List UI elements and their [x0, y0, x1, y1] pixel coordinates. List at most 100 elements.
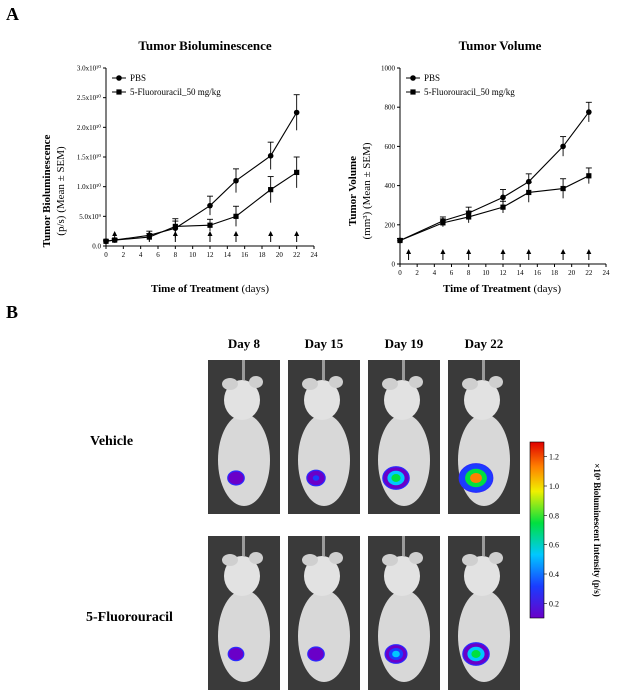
signal-core — [392, 650, 400, 658]
mouse-ear — [329, 376, 343, 388]
row-label-vehicle: Vehicle — [90, 434, 134, 449]
x-tick-label: 20 — [568, 269, 576, 277]
mouse-silhouette — [378, 536, 430, 682]
treatment-arrow — [268, 231, 274, 242]
y-tick-label: 2.5x10¹⁰ — [77, 94, 101, 102]
x-axis-title-bold: Time of Treatment — [443, 283, 531, 295]
mouse-body — [218, 536, 270, 682]
mouse-head — [384, 556, 420, 596]
x-axis-title-bold: Time of Treatment — [151, 283, 239, 295]
mouse-head — [224, 556, 260, 596]
y-tick-label: 5.0x10⁹ — [79, 213, 101, 221]
tumor-signal — [382, 466, 410, 490]
data-point — [268, 187, 274, 193]
signal-core — [470, 472, 482, 484]
y-axis-title-line2: (mm³) (Mean ± SEM) — [361, 142, 373, 239]
y-axis-title-line1: Tumor Volume — [347, 156, 359, 226]
mouse-body — [298, 536, 350, 682]
data-point — [440, 220, 446, 226]
mouse-head — [384, 380, 420, 420]
treatment-arrow-head — [466, 249, 472, 254]
series-line — [399, 111, 590, 241]
series-line — [399, 175, 590, 241]
data-point — [146, 234, 152, 240]
mouse-ear — [222, 378, 238, 390]
x-tick-label: 6 — [450, 269, 454, 277]
mouse-silhouette — [298, 536, 350, 682]
series-line — [105, 171, 297, 242]
x-tick-label: 4 — [139, 251, 143, 259]
y-tick-label: 400 — [385, 182, 396, 190]
series-5-fluorouracil — [103, 156, 300, 244]
colorbar-tick-label: 0.6 — [549, 541, 559, 550]
treatment-arrow — [233, 231, 239, 242]
tumor-signal — [227, 646, 245, 662]
treatment-arrow — [500, 249, 506, 260]
treatment-arrow-head — [207, 231, 213, 236]
mouse-torso — [378, 590, 430, 682]
mouse-image — [288, 360, 360, 514]
x-tick-label: 24 — [603, 269, 611, 277]
x-axis-title: Time of Treatment (days) — [443, 283, 561, 295]
mouse-image — [448, 360, 520, 514]
data-point — [293, 109, 300, 116]
data-point — [560, 185, 566, 192]
x-tick-label: 18 — [551, 269, 559, 277]
legend-marker — [116, 75, 122, 81]
day-label: Day 15 — [304, 336, 344, 351]
data-point — [526, 189, 532, 196]
chart-title: Tumor Volume — [459, 38, 542, 53]
treatment-arrow — [466, 249, 472, 260]
treatment-arrow-head — [560, 249, 566, 254]
mouse-image — [448, 536, 520, 690]
treatment-arrow-head — [112, 231, 118, 236]
mouse-ear — [329, 552, 343, 564]
x-tick-label: 14 — [517, 269, 525, 277]
legend-entry: 5-Fluorouracil_50 mg/kg — [406, 87, 515, 97]
mouse-ear — [302, 378, 318, 390]
mouse-ear — [222, 554, 238, 566]
mouse-torso — [218, 590, 270, 682]
mouse-ear — [409, 552, 423, 564]
x-tick-label: 22 — [585, 269, 593, 277]
mouse-image — [368, 360, 440, 514]
mouse-body — [298, 360, 350, 506]
data-point — [233, 177, 239, 184]
legend-label: PBS — [424, 73, 440, 83]
mouse-torso — [298, 414, 350, 506]
tumor-signal — [227, 470, 245, 486]
mouse-ear — [489, 376, 503, 388]
legend-marker — [116, 89, 122, 95]
treatment-arrow-head — [406, 249, 412, 254]
data-point — [500, 194, 506, 201]
data-point — [267, 153, 274, 159]
tumor-signal — [458, 463, 494, 493]
treatment-arrow-head — [233, 231, 239, 236]
x-axis-title-rest: (days) — [239, 283, 270, 295]
mouse-silhouette — [458, 536, 510, 682]
colorbar-label: ×10⁹ Bioluminescent Intensity (p/s) — [592, 463, 602, 597]
mouse-torso — [458, 414, 510, 506]
y-tick-label: 1.5x10¹⁰ — [77, 154, 101, 162]
mouse-ear — [249, 552, 263, 564]
x-tick-label: 16 — [241, 251, 249, 259]
mouse-tail — [242, 536, 245, 556]
mouse-ear — [409, 376, 423, 388]
x-axis-title: Time of Treatment (days) — [151, 283, 269, 295]
mouse-ear — [462, 378, 478, 390]
mouse-head — [464, 556, 500, 596]
treatment-arrow — [440, 249, 446, 260]
data-point — [207, 222, 213, 228]
plot-area: 0.0 5.0x10⁹ 1.0x10¹⁰ 1.5x10¹⁰ 2.0x10¹⁰ 2.5x10… — [77, 65, 318, 260]
x-tick-label: 0 — [104, 251, 108, 259]
mouse-image — [208, 360, 280, 514]
colorbar-tick-label: 0.2 — [549, 599, 559, 608]
y-axis-title-line2: (p/s) (Mean ± SEM) — [55, 146, 67, 236]
data-point — [586, 173, 592, 179]
x-tick-label: 14 — [224, 251, 232, 259]
x-tick-label: 16 — [534, 269, 542, 277]
day-label: Day 19 — [384, 336, 424, 351]
treatment-arrow — [586, 249, 592, 260]
mouse-image — [288, 536, 360, 690]
mouse-tail — [482, 536, 485, 556]
